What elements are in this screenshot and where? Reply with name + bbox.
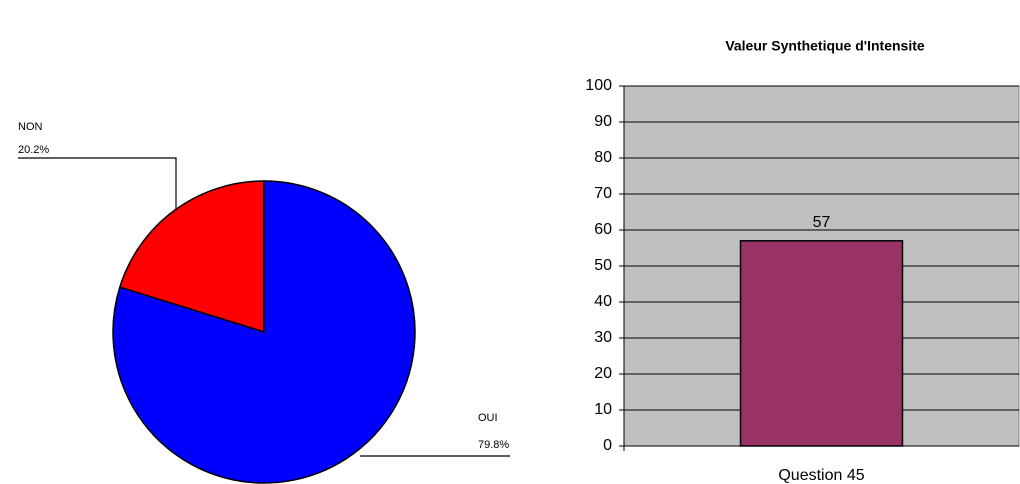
bar [739, 240, 904, 447]
x-tick-label: Question 45 [778, 467, 864, 484]
y-tick-label: 0 [603, 437, 612, 454]
leader-line [18, 157, 177, 210]
y-tick-label: 100 [585, 77, 612, 94]
y-tick-label: 10 [594, 401, 612, 418]
slice-value-label: 20.2% [18, 144, 49, 156]
bar-value-label: 57 [813, 214, 831, 231]
pie-slice [118, 180, 265, 334]
y-tick-label: 80 [594, 149, 612, 166]
pie-slice [112, 180, 416, 484]
y-tick-label: 70 [594, 185, 612, 202]
y-tick-label: 40 [594, 293, 612, 310]
y-tick-label: 90 [594, 113, 612, 130]
y-tick-label: 60 [594, 221, 612, 238]
slice-label: OUI [478, 412, 498, 424]
slice-label: NON [18, 121, 43, 133]
y-tick-label: 50 [594, 257, 612, 274]
y-tick-label: 30 [594, 329, 612, 346]
bar-chart-title: Valeur Synthetique d'Intensite [725, 38, 925, 54]
y-tick-label: 20 [594, 365, 612, 382]
slice-value-label: 79.8% [478, 439, 509, 451]
